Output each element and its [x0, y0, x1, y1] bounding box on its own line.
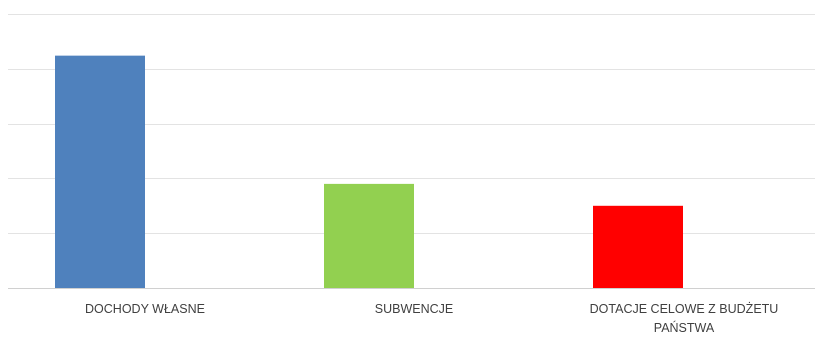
category-label-line: DOTACJE CELOWE Z BUDŻETU	[590, 302, 779, 316]
category-label-line: DOCHODY WŁASNE	[85, 302, 205, 316]
bar	[593, 205, 683, 288]
category-label: SUBWENCJE	[375, 302, 453, 316]
category-labels: DOCHODY WŁASNE SUBWENCJE DOTACJE CELOWE Z …	[85, 302, 778, 335]
bars	[55, 55, 683, 289]
category-label-line: SUBWENCJE	[375, 302, 453, 316]
bar	[55, 55, 145, 289]
category-label-line: PAŃSTWA	[654, 320, 715, 335]
category-label: DOTACJE CELOWE Z BUDŻETU PAŃSTWA	[590, 302, 779, 335]
bar	[324, 183, 414, 288]
category-label: DOCHODY WŁASNE	[85, 302, 205, 316]
